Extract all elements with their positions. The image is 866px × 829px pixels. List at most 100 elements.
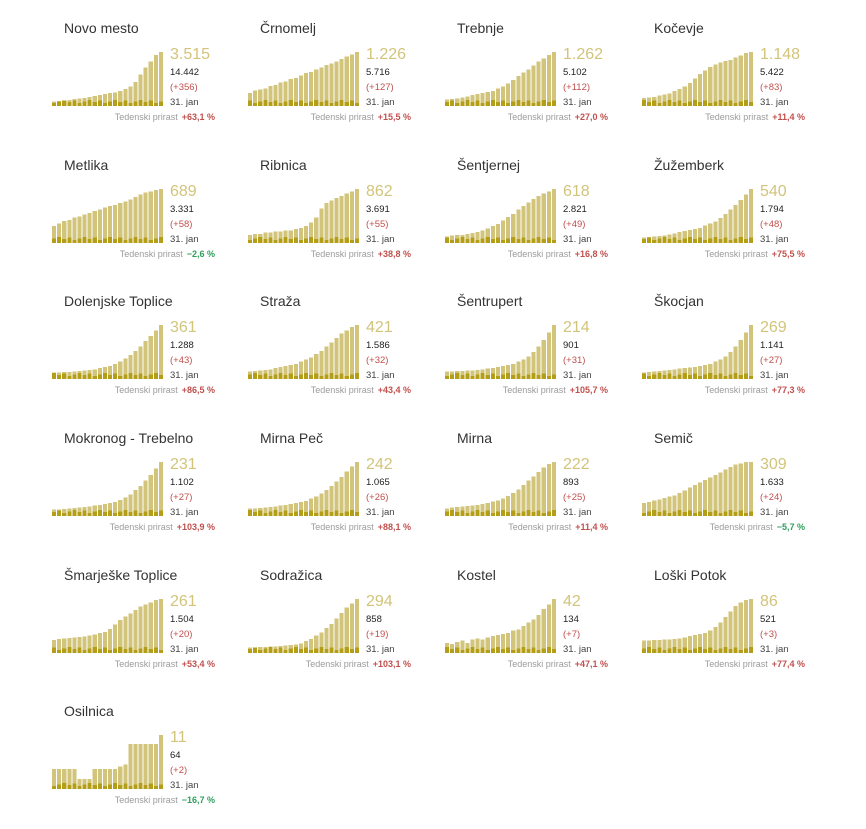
bar-chart xyxy=(445,325,556,379)
active-cases-value: 269 xyxy=(760,319,787,336)
new-bar xyxy=(67,511,72,516)
bar xyxy=(77,216,82,243)
bar xyxy=(728,209,733,243)
bar xyxy=(82,214,87,243)
new-bar xyxy=(263,648,268,653)
new-bar xyxy=(692,648,697,653)
bar xyxy=(465,234,470,243)
new-bar xyxy=(551,100,556,106)
new-bar xyxy=(546,646,551,653)
bar xyxy=(460,640,465,653)
new-bar xyxy=(349,240,354,243)
bar xyxy=(485,502,490,516)
bar xyxy=(158,52,163,106)
new-bar xyxy=(138,239,143,243)
new-bar xyxy=(97,783,102,789)
new-bar xyxy=(108,375,113,379)
bar xyxy=(501,86,506,106)
new-bar xyxy=(475,649,480,653)
new-bar xyxy=(314,99,319,106)
new-bar xyxy=(480,372,485,379)
date-label: 31. jan xyxy=(760,507,789,518)
new-bar xyxy=(713,650,718,653)
new-bar xyxy=(329,103,334,106)
bar xyxy=(718,218,723,243)
new-bar xyxy=(62,648,67,653)
new-bar xyxy=(445,646,450,653)
new-bar xyxy=(647,376,652,379)
new-bar xyxy=(354,372,359,379)
bar-chart xyxy=(52,599,163,653)
new-bar xyxy=(108,650,113,653)
bar xyxy=(153,468,158,516)
bar xyxy=(480,503,485,516)
new-bar xyxy=(485,375,490,379)
new-bar xyxy=(72,240,77,243)
new-bar xyxy=(657,372,662,379)
new-bar xyxy=(72,100,77,106)
new-bar xyxy=(278,103,283,106)
bar xyxy=(652,640,657,653)
new-bar xyxy=(465,648,470,653)
bar xyxy=(128,199,133,243)
bar xyxy=(118,766,123,789)
new-bar xyxy=(158,510,163,516)
bar xyxy=(92,634,97,653)
new-bar xyxy=(253,103,258,106)
bar xyxy=(526,202,531,243)
active-cases-value: 862 xyxy=(366,183,393,200)
new-bar xyxy=(128,238,133,243)
new-bar xyxy=(158,236,163,243)
new-bar xyxy=(506,238,511,243)
new-bar xyxy=(531,103,536,106)
bar xyxy=(743,600,748,653)
bar xyxy=(465,506,470,516)
new-bar xyxy=(480,512,485,516)
bar-chart xyxy=(248,325,359,379)
bar-chart xyxy=(248,52,359,106)
bar xyxy=(97,209,102,243)
bar xyxy=(153,190,158,243)
bar-chart xyxy=(445,189,556,243)
weekly-growth-value: −2,6 % xyxy=(186,249,215,259)
bar xyxy=(748,462,753,516)
bar xyxy=(288,230,293,243)
new-cases-value: (+27) xyxy=(760,355,783,366)
bar xyxy=(128,86,133,106)
bar xyxy=(713,64,718,106)
bar xyxy=(703,70,708,106)
municipality-chart: Trebnje 1.262 5.102 (+112) 31. jan Tedenski p… xyxy=(445,16,635,146)
new-bar xyxy=(123,100,128,106)
new-bar xyxy=(344,237,349,243)
bar xyxy=(108,628,113,653)
new-bar xyxy=(450,649,455,653)
chart-title: Ribnica xyxy=(260,157,307,173)
new-bar xyxy=(495,376,500,379)
bar xyxy=(677,492,682,516)
bar xyxy=(743,462,748,516)
chart-title: Trebnje xyxy=(457,20,504,36)
municipality-chart: Kostel 42 134 (+7) 31. jan Tedenski prirast +4… xyxy=(445,563,635,693)
bar xyxy=(62,768,67,789)
chart-title: Metlika xyxy=(64,157,109,173)
bar xyxy=(148,474,153,516)
new-bar xyxy=(72,783,77,789)
new-bar xyxy=(450,509,455,516)
new-bar xyxy=(102,103,107,106)
new-bar xyxy=(687,650,692,653)
bar xyxy=(268,86,273,106)
bar xyxy=(293,503,298,516)
new-bar xyxy=(728,509,733,516)
bar xyxy=(485,228,490,243)
bar xyxy=(133,744,138,789)
bar-chart xyxy=(52,52,163,106)
bar xyxy=(354,599,359,653)
bar xyxy=(138,346,143,379)
new-bar xyxy=(349,649,354,653)
active-cases-value: 222 xyxy=(563,456,590,473)
new-bar xyxy=(718,99,723,106)
new-bar xyxy=(128,647,133,653)
new-bar xyxy=(319,102,324,106)
new-bar xyxy=(723,511,728,516)
